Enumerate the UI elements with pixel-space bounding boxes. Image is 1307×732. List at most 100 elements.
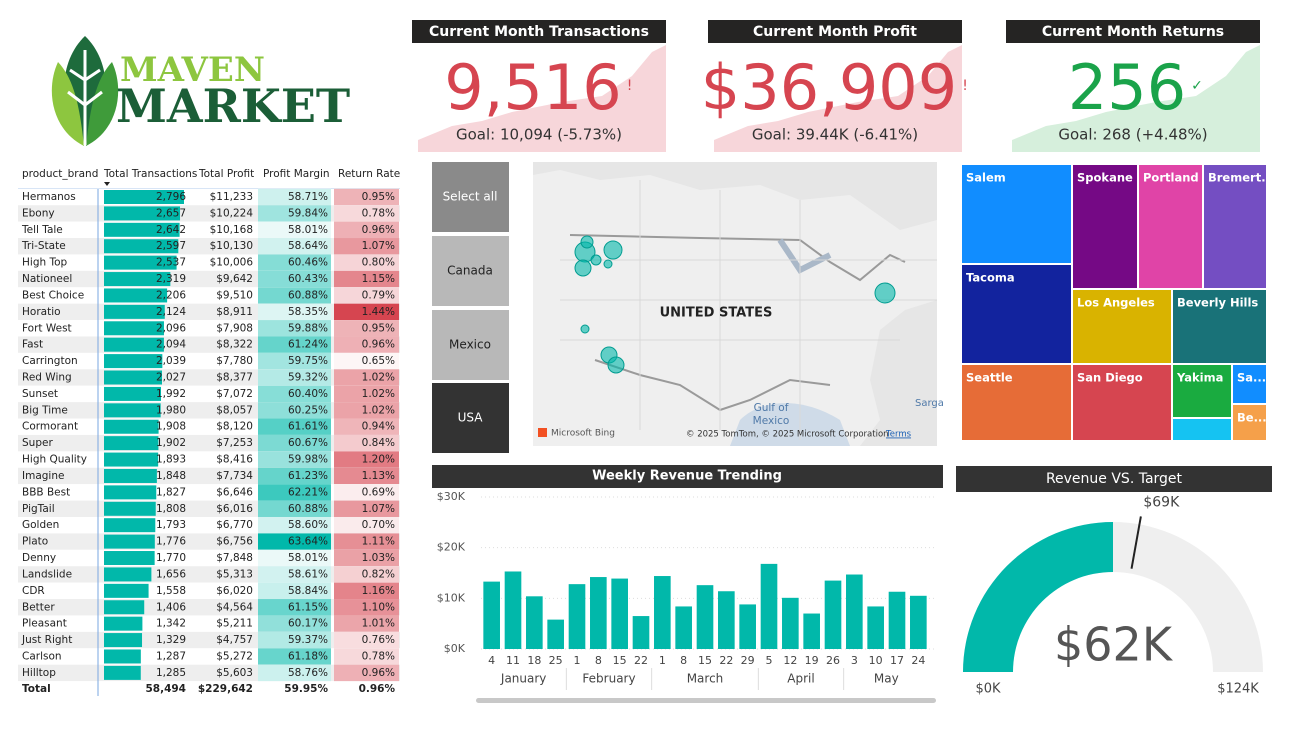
cell-return: 1.44%: [362, 306, 395, 318]
slicer-button[interactable]: [432, 236, 509, 306]
cell-brand: Carlson: [22, 650, 62, 662]
slicer-label[interactable]: Select all: [443, 190, 498, 204]
slicer-button[interactable]: [432, 383, 509, 453]
cell-transactions: 1,793: [156, 519, 186, 531]
margin-cell: [258, 566, 331, 583]
cell-brand: Fort West: [22, 322, 72, 334]
cell-margin: 61.23%: [288, 470, 328, 482]
cell-profit: $10,130: [210, 240, 253, 252]
margin-cell: [258, 336, 331, 353]
x-tick-label: 19: [805, 654, 819, 667]
transactions-bar: [104, 222, 180, 237]
margin-cell: [258, 221, 331, 239]
chart-title-bar: [956, 466, 1272, 492]
cell-return: 0.96%: [362, 224, 395, 236]
map-terms[interactable]: Terms: [885, 430, 912, 440]
cell-transactions: 1,980: [156, 404, 186, 416]
cell-brand: Total: [22, 683, 51, 695]
y-tick-label: $20K: [437, 541, 466, 554]
cell-return: 0.65%: [362, 355, 395, 367]
transactions-bar: [104, 419, 159, 434]
transactions-bar: [104, 468, 157, 483]
x-tick-label: 4: [488, 654, 495, 667]
cell-brand: Hilltop: [22, 667, 56, 679]
transactions-bar: [104, 190, 184, 204]
cell-margin: 60.88%: [288, 503, 328, 515]
cell-transactions: 2,039: [156, 355, 186, 367]
x-group-label: May: [874, 672, 899, 686]
transactions-bar: [104, 403, 161, 418]
return-cell: [334, 467, 399, 485]
cell-transactions: 1,908: [156, 421, 186, 433]
return-cell: [334, 549, 399, 567]
x-tick-label: 3: [851, 654, 858, 667]
slicer-label[interactable]: Mexico: [449, 338, 491, 352]
cell-margin: 60.88%: [288, 289, 328, 301]
cell-profit: $11,233: [210, 191, 253, 203]
cell-brand: Horatio: [22, 306, 61, 318]
kpi-goal: Goal: 268 (+4.48%): [1058, 126, 1207, 144]
map-country: UNITED STATES: [660, 306, 773, 321]
cell-transactions: 1,558: [156, 585, 186, 597]
cell-profit: $7,908: [216, 322, 253, 334]
y-tick-label: $30K: [437, 490, 466, 503]
cell-profit: $4,757: [216, 634, 253, 646]
treemap-tile: [1173, 419, 1231, 440]
bar: [696, 585, 714, 649]
cell-margin: 60.17%: [288, 618, 328, 630]
margin-cell: [258, 434, 331, 452]
cell-margin: 61.15%: [288, 601, 328, 613]
cell-profit: $5,313: [216, 568, 253, 580]
cell-return: 1.07%: [362, 503, 395, 515]
map-bubble: [590, 254, 602, 266]
slicer-label[interactable]: USA: [458, 411, 484, 425]
x-tick-label: 1: [574, 654, 581, 667]
margin-cell: [258, 402, 331, 419]
slicer-button[interactable]: [432, 162, 509, 232]
transactions-bar: [104, 616, 143, 631]
transactions-bar: [104, 436, 159, 451]
map: [533, 162, 937, 446]
treemap-label: Bremert...: [1208, 171, 1274, 185]
slicer-button[interactable]: [432, 310, 509, 380]
kpi-status: !: [962, 78, 968, 94]
logo-line2: MARKET: [116, 79, 350, 133]
bar: [632, 616, 650, 649]
cell-return: 1.13%: [362, 470, 395, 482]
cell-transactions: 1,342: [156, 618, 186, 630]
return-cell: [334, 582, 399, 600]
cell-margin: 58.71%: [288, 191, 328, 203]
slicer-label[interactable]: Canada: [447, 264, 493, 278]
cell-brand: Tell Tale: [21, 224, 63, 236]
transactions-bar: [104, 288, 168, 303]
cell-margin: 59.88%: [288, 322, 328, 334]
margin-cell: [258, 664, 331, 682]
cell-transactions: 1,776: [156, 536, 186, 548]
margin-cell: [258, 631, 331, 649]
bar: [590, 577, 607, 649]
return-cell: [334, 533, 399, 550]
x-tick-label: 8: [595, 654, 602, 667]
cell-return: 0.96%: [359, 683, 396, 695]
return-cell: [334, 352, 399, 370]
margin-cell: [258, 418, 331, 435]
treemap-label: Spokane: [1077, 171, 1133, 185]
transactions-bar: [104, 370, 162, 385]
kpi-title: Current Month Returns: [1042, 24, 1224, 40]
cell-profit: $5,211: [216, 618, 253, 630]
table-header: Total Transactions: [103, 168, 197, 180]
cell-margin: 58.76%: [288, 667, 328, 679]
bar: [782, 597, 799, 649]
cell-brand: High Top: [22, 257, 68, 269]
cell-return: 1.10%: [362, 601, 395, 613]
map-bubble: [574, 259, 592, 277]
x-tick-label: 12: [783, 654, 797, 667]
cell-margin: 60.40%: [288, 388, 328, 400]
sort-indicator: [104, 182, 110, 186]
table-header: product_brand: [22, 168, 98, 180]
margin-cell: [258, 238, 331, 255]
x-tick-label: 8: [680, 654, 687, 667]
gauge-max-label: $124K: [1217, 682, 1259, 697]
cell-transactions: 1,329: [156, 634, 186, 646]
cell-return: 1.20%: [362, 454, 395, 466]
